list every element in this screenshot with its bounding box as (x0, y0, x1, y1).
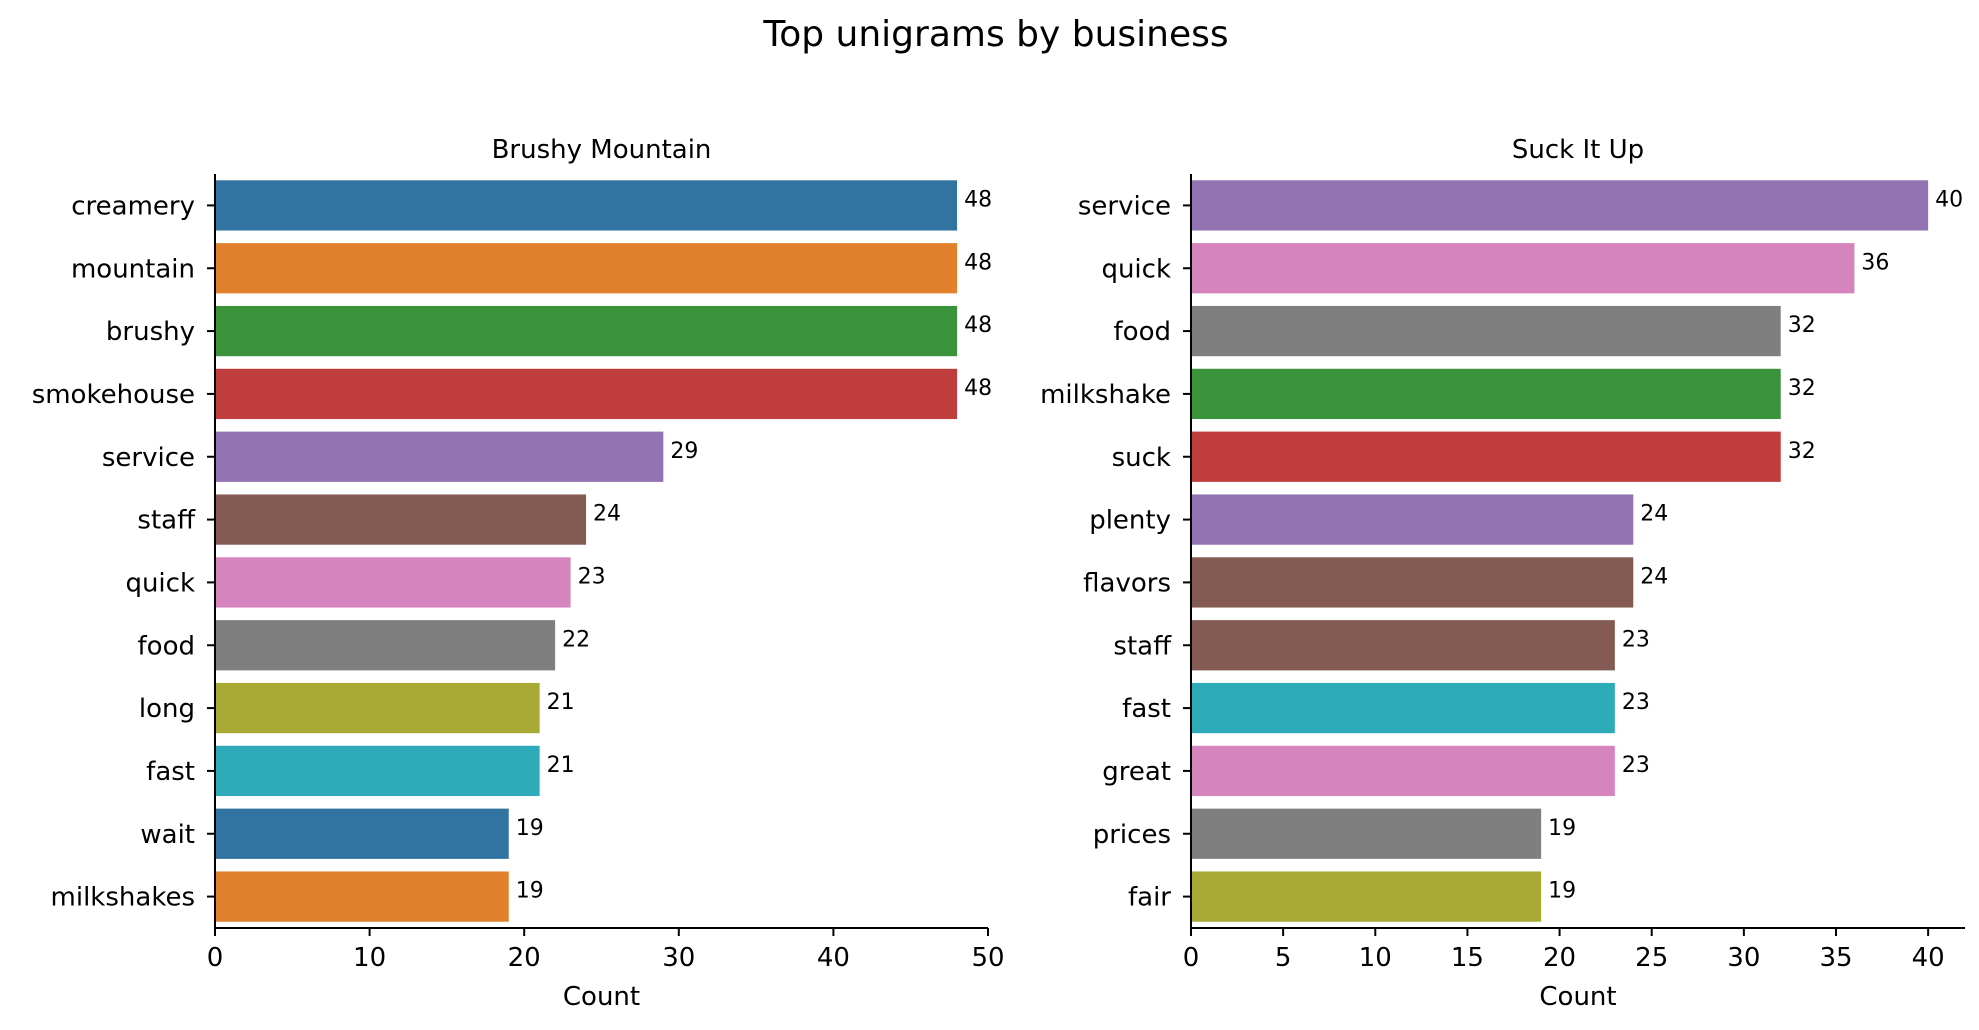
value-label: 22 (562, 627, 590, 652)
value-label: 29 (670, 439, 698, 464)
bar-staff (215, 494, 587, 545)
category-label: great (1102, 757, 1171, 787)
bar-wait (215, 808, 509, 859)
value-label: 19 (1548, 879, 1576, 904)
category-label: long (139, 694, 195, 724)
x-tick-label: 0 (207, 943, 224, 973)
category-label: fast (1122, 694, 1171, 724)
value-label: 19 (1548, 816, 1576, 841)
bar-milkshake (1191, 368, 1781, 420)
bar-smokehouse (215, 368, 958, 420)
value-label: 24 (1640, 564, 1668, 589)
value-label: 23 (1622, 690, 1650, 715)
category-label: prices (1093, 820, 1171, 850)
panel-brushy-mountain: Brushy Mountain creamery 48 mountain 48 brush… (32, 135, 1005, 1012)
bar-long (215, 682, 540, 734)
x-axis-label: Count (1539, 982, 1616, 1012)
bar-milkshakes (215, 871, 509, 922)
value-label: 21 (547, 753, 575, 778)
value-label: 19 (516, 816, 544, 841)
category-label: staff (1113, 631, 1172, 661)
category-label: milkshake (1040, 380, 1171, 410)
value-label: 48 (964, 250, 992, 275)
category-label: service (102, 443, 195, 473)
bar-fast (215, 745, 540, 797)
x-tick-label: 30 (662, 943, 695, 973)
bar-quick (1191, 243, 1855, 294)
x-tick-label: 50 (971, 943, 1004, 973)
value-label: 32 (1788, 376, 1816, 401)
value-label: 24 (593, 502, 621, 527)
value-label: 32 (1788, 439, 1816, 464)
category-label: flavors (1083, 568, 1171, 598)
value-label: 40 (1935, 187, 1963, 212)
category-label: staff (137, 506, 196, 536)
value-label: 23 (1622, 627, 1650, 652)
bar-service (215, 431, 664, 482)
bar-mountain (215, 243, 958, 294)
bar-brushy (215, 305, 958, 357)
subplot-title: Brushy Mountain (492, 135, 712, 165)
bar-creamery (215, 180, 958, 231)
category-label: milkshakes (51, 883, 195, 913)
value-label: 36 (1861, 250, 1889, 275)
category-label: service (1078, 191, 1171, 221)
figure-title: Top unigrams by business (762, 14, 1228, 55)
category-label: creamery (71, 191, 195, 221)
x-tick-label: 35 (1819, 943, 1852, 973)
value-label: 48 (964, 376, 992, 401)
bar-fair (1191, 871, 1542, 922)
bar-fast (1191, 682, 1615, 734)
value-label: 23 (1622, 753, 1650, 778)
category-label: plenty (1089, 506, 1171, 536)
category-label: quick (125, 568, 195, 598)
bar-service (1191, 180, 1929, 231)
value-label: 21 (547, 690, 575, 715)
value-label: 48 (964, 187, 992, 212)
panel-suck-it-up: Suck It Up service 40 quick 36 food 32 milkshak… (1040, 135, 1965, 1012)
category-label: quick (1101, 254, 1171, 284)
x-tick-label: 40 (817, 943, 850, 973)
bar-quick (215, 557, 571, 608)
x-tick-label: 10 (353, 943, 386, 973)
x-tick-label: 20 (1543, 943, 1576, 973)
category-label: brushy (106, 317, 195, 347)
value-label: 32 (1788, 313, 1816, 338)
x-tick-label: 40 (1912, 943, 1945, 973)
x-tick-label: 15 (1451, 943, 1484, 973)
bar-suck (1191, 431, 1781, 482)
x-axis-label: Count (563, 982, 640, 1012)
x-tick-label: 5 (1275, 943, 1292, 973)
x-tick-label: 30 (1727, 943, 1760, 973)
bar-prices (1191, 808, 1542, 859)
x-tick-label: 10 (1359, 943, 1392, 973)
value-label: 24 (1640, 502, 1668, 527)
category-label: suck (1112, 443, 1171, 473)
category-label: fair (1128, 883, 1171, 913)
value-label: 48 (964, 313, 992, 338)
category-label: food (1114, 317, 1171, 347)
bar-plenty (1191, 494, 1634, 545)
value-label: 23 (578, 564, 606, 589)
subplot-title: Suck It Up (1512, 135, 1644, 165)
bar-food (215, 620, 556, 671)
category-label: fast (146, 757, 195, 787)
category-label: smokehouse (32, 380, 195, 410)
bar-food (1191, 305, 1781, 357)
bar-great (1191, 745, 1615, 797)
x-tick-label: 25 (1635, 943, 1668, 973)
bar-flavors (1191, 557, 1634, 608)
value-label: 19 (516, 879, 544, 904)
bar-staff (1191, 620, 1615, 671)
category-label: food (138, 631, 195, 661)
x-tick-label: 0 (1183, 943, 1200, 973)
x-tick-label: 20 (508, 943, 541, 973)
category-label: mountain (71, 254, 195, 284)
category-label: wait (140, 820, 195, 850)
